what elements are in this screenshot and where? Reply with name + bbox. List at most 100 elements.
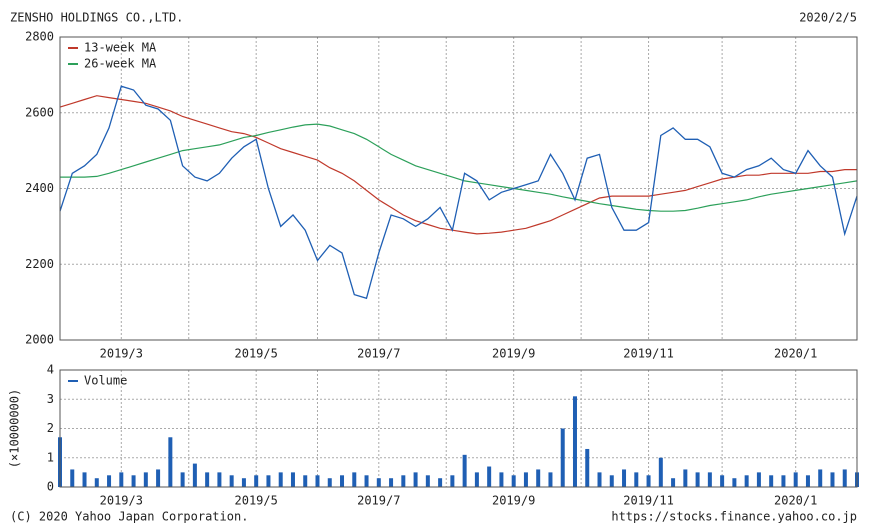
y-tick-label: 2600 <box>25 105 54 119</box>
volume-bar <box>156 469 161 487</box>
volume-bar <box>266 475 271 487</box>
legend-label: 26-week MA <box>84 57 157 71</box>
volume-bar <box>290 472 295 487</box>
volume-bar <box>818 469 823 487</box>
y-tick-label: 3 <box>47 392 54 406</box>
volume-bar <box>830 472 835 487</box>
volume-bar <box>756 472 761 487</box>
volume-bar <box>413 472 418 487</box>
x-tick-label: 2019/3 <box>100 347 143 361</box>
volume-bar <box>82 472 87 487</box>
volume-bar <box>340 475 345 487</box>
volume-bar <box>205 472 210 487</box>
volume-bar <box>401 475 406 487</box>
legend-label: Volume <box>84 374 127 388</box>
volume-bar <box>487 466 492 487</box>
volume-bar <box>707 472 712 487</box>
volume-bar <box>511 475 516 487</box>
y-tick-label: 2400 <box>25 181 54 195</box>
volume-bar <box>781 475 786 487</box>
volume-bar <box>646 475 651 487</box>
volume-bar <box>119 472 124 487</box>
volume-bar <box>548 472 553 487</box>
y-tick-label: 2200 <box>25 257 54 271</box>
legend-label: 13-week MA <box>84 41 157 55</box>
volume-bar <box>805 475 810 487</box>
volume-bar <box>241 478 246 487</box>
volume-bar <box>499 472 504 487</box>
x-tick-label: 2019/9 <box>492 347 535 361</box>
y-tick-label: 1 <box>47 450 54 464</box>
volume-bar <box>744 475 749 487</box>
volume-bar <box>585 448 590 487</box>
y-tick-label: 2000 <box>25 333 54 347</box>
copyright: (C) 2020 Yahoo Japan Corporation. <box>10 510 248 524</box>
x-tick-label: 2019/7 <box>357 347 400 361</box>
volume-bar <box>695 472 700 487</box>
volume-bar <box>658 457 663 487</box>
volume-bar <box>720 475 725 487</box>
volume-bar <box>769 475 774 487</box>
volume-bar <box>315 475 320 487</box>
x-tick-label: 2020/1 <box>774 494 817 508</box>
x-tick-label: 2019/5 <box>235 347 278 361</box>
x-tick-label: 2019/11 <box>623 494 674 508</box>
volume-bar <box>634 472 639 487</box>
volume-bar <box>474 472 479 487</box>
volume-bar <box>523 472 528 487</box>
plot-frame <box>59 36 858 341</box>
x-tick-label: 2019/11 <box>623 347 674 361</box>
price-line <box>60 123 858 212</box>
volume-bar <box>229 475 234 487</box>
price-line <box>59 85 858 300</box>
y-tick-label: 0 <box>47 480 54 494</box>
x-tick-label: 2019/7 <box>357 494 400 508</box>
volume-bar <box>425 475 430 487</box>
x-tick-label: 2019/5 <box>235 494 278 508</box>
y-axis-label: (×10000000) <box>8 389 22 468</box>
volume-bar <box>254 475 259 487</box>
volume-bar <box>450 475 455 487</box>
volume-bar <box>597 472 602 487</box>
volume-bar <box>180 472 185 487</box>
volume-bar <box>94 478 99 487</box>
volume-bar <box>462 454 467 487</box>
volume-bar <box>217 472 222 487</box>
volume-bar <box>107 475 112 487</box>
volume-bar <box>192 463 197 487</box>
plot-frame <box>59 369 858 488</box>
chart-title: ZENSHO HOLDINGS CO.,LTD. <box>10 11 183 25</box>
x-tick-label: 2019/3 <box>100 494 143 508</box>
volume-bar <box>389 478 394 487</box>
source-url: https://stocks.finance.yahoo.co.jp <box>611 510 857 524</box>
volume-bar <box>572 396 577 487</box>
volume-bar <box>352 472 357 487</box>
volume-bar <box>143 472 148 487</box>
volume-bar <box>732 478 737 487</box>
x-tick-label: 2020/1 <box>774 347 817 361</box>
volume-bar <box>131 475 136 487</box>
volume-bar <box>303 475 308 487</box>
volume-bar <box>376 478 381 487</box>
volume-bar <box>560 428 565 487</box>
y-tick-label: 2 <box>47 421 54 435</box>
volume-bar <box>364 475 369 487</box>
volume-bar <box>278 472 283 487</box>
volume-bar <box>536 469 541 487</box>
price-line <box>59 95 857 235</box>
volume-bar <box>671 478 676 487</box>
volume-bar <box>168 437 173 487</box>
volume-bar <box>327 478 332 487</box>
volume-bar <box>622 469 627 487</box>
volume-bar <box>438 478 443 487</box>
volume-bar <box>683 469 688 487</box>
y-tick-label: 4 <box>47 363 54 377</box>
volume-bar <box>70 469 75 487</box>
volume-bar <box>609 475 614 487</box>
y-tick-label: 2800 <box>25 30 54 44</box>
volume-bar <box>793 472 798 487</box>
chart-date: 2020/2/5 <box>799 11 857 25</box>
volume-bar <box>842 469 847 487</box>
x-tick-label: 2019/9 <box>492 494 535 508</box>
